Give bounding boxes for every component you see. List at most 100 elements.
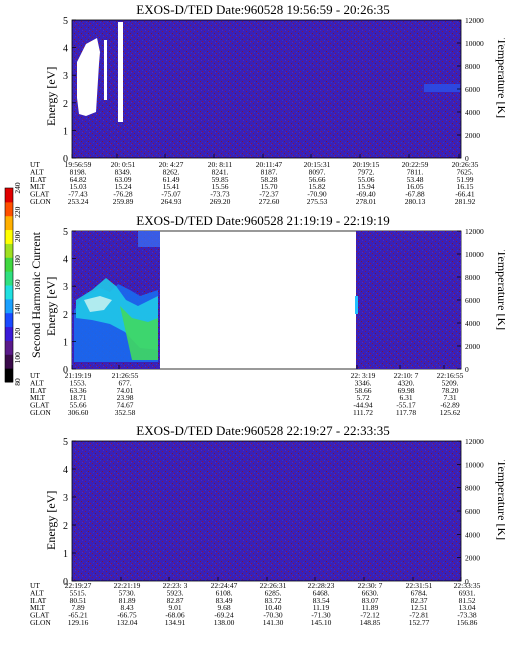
temperature-tick-label: 0 xyxy=(465,577,469,586)
colorbar-ticks: 80 100 120 140 160 180 200 220 240 xyxy=(13,182,22,386)
colorbar-block xyxy=(5,188,13,203)
ephemeris-value: 145.10 xyxy=(311,618,332,627)
ephemeris-value: 5209. xyxy=(442,378,459,387)
ephemeris-value: 83.49 xyxy=(216,596,233,605)
ephemeris-value: 6630. xyxy=(362,588,379,597)
ephemeris-value: 74.01 xyxy=(117,386,134,395)
ephemeris-value: 8198. xyxy=(70,167,87,176)
ephemeris-value: 53.48 xyxy=(407,175,424,184)
ephemeris-value: 63.36 xyxy=(70,386,87,395)
colorbar: 80 100 120 140 160 180 200 220 240 Second Harmon… xyxy=(4,182,43,386)
ephemeris-value: 11.89 xyxy=(362,603,379,612)
ephemeris-value: 141.30 xyxy=(263,618,284,627)
colorbar-block xyxy=(5,354,13,369)
ephemeris-value: -70.90 xyxy=(307,190,327,199)
ephemeris-value: 16.15 xyxy=(457,182,474,191)
colorbar-tick-label: 180 xyxy=(13,255,22,267)
ephemeris-value: 11.19 xyxy=(313,603,330,612)
energy-tick-label: 4 xyxy=(63,255,68,266)
ephemeris-value: 83.07 xyxy=(362,596,379,605)
ephemeris-value: 8349. xyxy=(115,167,132,176)
colorbar-block xyxy=(5,215,13,231)
panel-1-enhancement xyxy=(424,84,460,92)
energy-tick-label: 5 xyxy=(63,16,68,27)
ephemeris-value: 15.24 xyxy=(115,182,132,191)
colorbar-block xyxy=(5,229,13,244)
energy-tick-label: 3 xyxy=(63,282,68,293)
colorbar-block xyxy=(5,368,13,383)
panel-2: EXOS-D/TED Date:960528 21:19:19 - 22:19:… xyxy=(30,213,505,417)
ephemeris-value: -73.73 xyxy=(210,190,230,199)
ephemeris-value: 15.82 xyxy=(309,182,326,191)
panel-3-title: EXOS-D/TED Date:960528 22:19:27 - 22:33:… xyxy=(136,423,389,438)
ephemeris-value: 18.71 xyxy=(70,393,87,402)
ephemeris-row-label: MLT xyxy=(30,182,46,191)
ephemeris-value: 55.06 xyxy=(358,175,375,184)
panel-2-left-ticks: 0 1 2 3 4 5 xyxy=(63,227,76,376)
colorbar-tick-label: 200 xyxy=(13,231,22,243)
ephemeris-value: -69.24 xyxy=(214,611,234,620)
ephemeris-value: 6468. xyxy=(313,588,330,597)
ephemeris-row-label: GLON xyxy=(30,408,51,417)
ephemeris-value: 22:28:23 xyxy=(308,581,335,590)
energy-tick-label: 4 xyxy=(63,44,68,55)
ephemeris-value: -65.21 xyxy=(68,611,88,620)
ephemeris-value: 22:33:35 xyxy=(454,581,481,590)
ephemeris-value: 138.00 xyxy=(214,618,235,627)
ephemeris-value: 117.78 xyxy=(396,408,417,417)
ephemeris-value: 61.49 xyxy=(163,175,180,184)
ephemeris-row-label: UT xyxy=(30,371,40,380)
ephemeris-value: 20:22:59 xyxy=(402,160,429,169)
ephemeris-value: 9.01 xyxy=(168,603,181,612)
panel-3: EXOS-D/TED Date:960528 22:19:27 - 22:33:… xyxy=(30,423,505,627)
ephemeris-row-label: ALT xyxy=(30,588,44,597)
ephemeris-value: -76.28 xyxy=(113,190,133,199)
ephemeris-value: 5.72 xyxy=(356,393,369,402)
ephemeris-value: 8.43 xyxy=(120,603,133,612)
ephemeris-value: 152.77 xyxy=(409,618,430,627)
colorbar-tick-label: 220 xyxy=(13,206,22,218)
energy-tick-label: 5 xyxy=(63,227,68,238)
energy-tick-label: 4 xyxy=(63,465,68,476)
ephemeris-value: 3346. xyxy=(355,378,372,387)
temperature-tick-label: 0 xyxy=(465,154,469,163)
ephemeris-value: 78.20 xyxy=(442,386,459,395)
ephemeris-value: 8241. xyxy=(212,167,229,176)
temperature-tick-label: 12000 xyxy=(465,16,484,25)
ephemeris-value: 253.24 xyxy=(68,197,89,206)
ephemeris-value: 20: 4:27 xyxy=(159,160,184,169)
ephemeris-value: 677. xyxy=(118,378,131,387)
ephemeris-row-label: ILAT xyxy=(30,596,47,605)
ephemeris-value: 55.66 xyxy=(70,401,87,410)
ephemeris-value: 64.82 xyxy=(70,175,87,184)
temperature-tick-label: 8000 xyxy=(465,484,480,493)
ephemeris-value: 59.85 xyxy=(212,175,229,184)
ephemeris-value: 6931. xyxy=(459,588,476,597)
ephemeris-value: 22:30: 7 xyxy=(358,581,383,590)
ephemeris-value: 7625. xyxy=(457,167,474,176)
ephemeris-value: 272.60 xyxy=(259,197,280,206)
ephemeris-row-label: GLON xyxy=(30,197,51,206)
colorbar-frame xyxy=(4,187,14,383)
ephemeris-value: 20: 0:51 xyxy=(111,160,136,169)
temperature-tick-label: 6000 xyxy=(465,507,480,516)
panel-1-ylabel: Energy [eV] xyxy=(44,67,58,126)
ephemeris-value: 22:10: 7 xyxy=(394,371,419,380)
ephemeris-value: -72.12 xyxy=(360,611,380,620)
temperature-tick-label: 8000 xyxy=(465,62,480,71)
temperature-tick-label: 4000 xyxy=(465,108,480,117)
colorbar-tick-label: 120 xyxy=(13,328,22,340)
panel-3-left-ticks: 0 1 2 3 4 5 xyxy=(63,437,76,588)
ephemeris-value: 352.58 xyxy=(115,408,136,417)
ephemeris-value: 1553. xyxy=(70,378,87,387)
ephemeris-value: 264.93 xyxy=(161,197,182,206)
panel-3-right-ticks: 0 2000 4000 6000 8000 10000 12000 xyxy=(457,437,484,586)
ephemeris-row-label: ILAT xyxy=(30,386,47,395)
temperature-tick-label: 12000 xyxy=(465,437,484,446)
ephemeris-value: 8262. xyxy=(163,167,180,176)
ephemeris-value: 306.60 xyxy=(68,408,89,417)
temperature-tick-label: 2000 xyxy=(465,554,480,563)
ephemeris-value: 83.72 xyxy=(265,596,282,605)
panel-2-data-block-right xyxy=(356,231,461,369)
